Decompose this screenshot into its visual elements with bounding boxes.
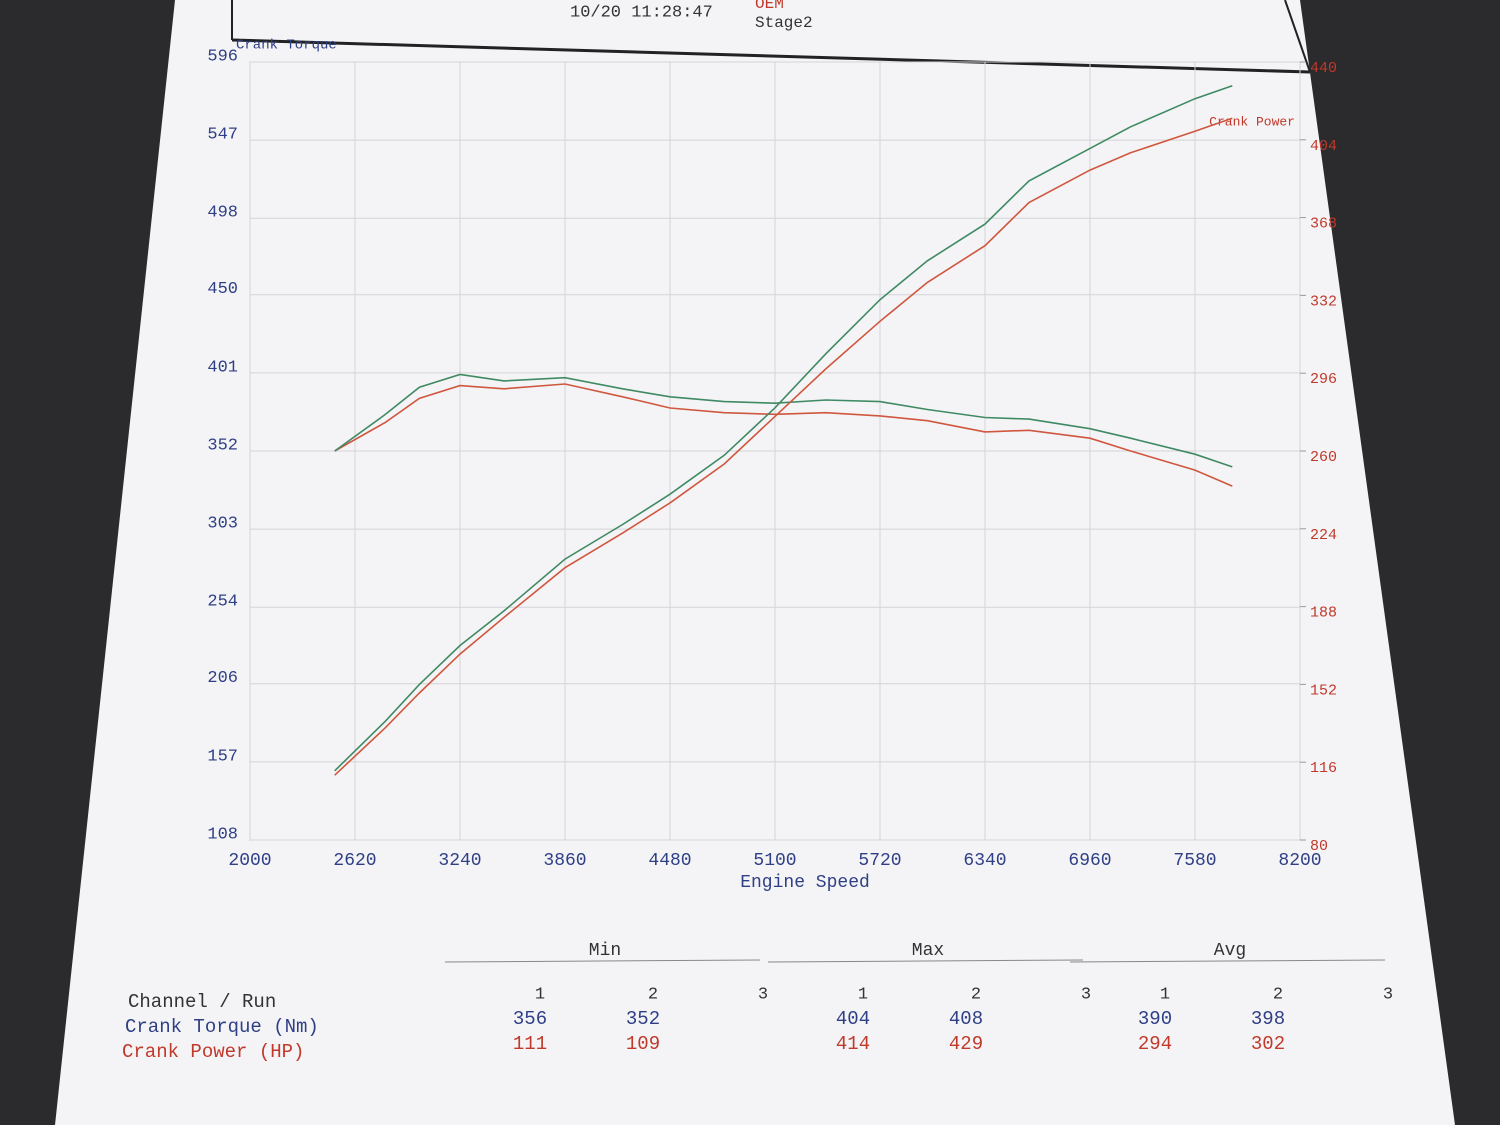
torque-value: 404 (836, 1008, 870, 1030)
group-rule (444, 959, 761, 963)
row-label: Crank Torque (Nm) (125, 1016, 319, 1038)
x-tick-label: 6960 (1068, 851, 1111, 871)
power-value: 429 (949, 1033, 983, 1055)
group-header: Min (589, 941, 621, 961)
x-tick-label: 3240 (438, 851, 481, 871)
power-value: 294 (1138, 1033, 1172, 1055)
y2-tick-label: 188 (1310, 605, 1337, 622)
row-label: Crank Power (HP) (122, 1041, 304, 1063)
y-tick-label: 303 (207, 515, 238, 534)
x-axis-title: Engine Speed (740, 873, 870, 893)
y2-tick-label: 80 (1310, 838, 1328, 855)
y-tick-label: 596 (207, 47, 238, 66)
run-number: 2 (971, 985, 981, 1004)
y-tick-label: 157 (207, 747, 238, 766)
power-value: 109 (626, 1033, 660, 1055)
run-number: 2 (648, 985, 658, 1004)
y2-tick-label: 296 (1310, 371, 1337, 388)
x-tick-label: 3860 (543, 851, 586, 871)
x-tick-label: 5100 (753, 851, 796, 871)
y2-tick-label: 332 (1310, 293, 1337, 310)
series-line (334, 85, 1233, 772)
x-tick-label: 2620 (333, 851, 376, 871)
series-line (334, 383, 1233, 487)
torque-value: 356 (513, 1008, 547, 1030)
x-tick-label: 7580 (1173, 851, 1216, 871)
power-value: 414 (836, 1033, 870, 1055)
y-tick-label: 108 (207, 825, 238, 844)
y2-tick-label: 116 (1310, 760, 1337, 777)
y-tick-label: 547 (207, 126, 238, 145)
y-tick-label: 352 (207, 436, 238, 455)
torque-value: 390 (1138, 1008, 1172, 1030)
y-axis-title: Crank Torque (236, 38, 337, 54)
group-header: Avg (1214, 941, 1246, 961)
x-tick-label: 8200 (1278, 851, 1321, 871)
frame (1284, 0, 1311, 73)
x-tick-label: 5720 (858, 851, 901, 871)
run-number: 3 (1383, 985, 1393, 1004)
y2-tick-label: 404 (1310, 138, 1337, 155)
x-tick-label: 6340 (963, 851, 1006, 871)
y2-tick-label: 260 (1310, 449, 1337, 466)
x-tick-label: 2000 (228, 851, 271, 871)
y2-tick-label: 224 (1310, 527, 1337, 544)
paper (55, 0, 1455, 1125)
y-tick-label: 254 (207, 593, 238, 612)
y-tick-label: 450 (207, 280, 238, 299)
y2-tick-label: 152 (1310, 682, 1337, 699)
run-number: 1 (858, 985, 868, 1004)
series-line (334, 373, 1233, 468)
run-number: 1 (1160, 985, 1170, 1004)
y-tick-label: 401 (207, 358, 238, 377)
torque-value: 352 (626, 1008, 660, 1030)
run-label: Stage2 (755, 14, 813, 32)
y-tick-label: 498 (207, 204, 238, 223)
power-value: 302 (1251, 1033, 1285, 1055)
y-tick-label: 206 (207, 669, 238, 688)
series-line (334, 117, 1233, 776)
power-value: 111 (513, 1033, 547, 1055)
run-number: 1 (535, 985, 545, 1004)
torque-value: 398 (1251, 1008, 1285, 1030)
group-rule (767, 959, 1084, 963)
group-rule (1069, 959, 1386, 963)
torque-value: 408 (949, 1008, 983, 1030)
row-label: Channel / Run (128, 991, 276, 1013)
y2-tick-label: 440 (1310, 60, 1337, 77)
y2-tick-label: 368 (1310, 216, 1337, 233)
x-tick-label: 4480 (648, 851, 691, 871)
run-number: 2 (1273, 985, 1283, 1004)
run-number: 3 (1081, 985, 1091, 1004)
frame (231, 38, 1311, 74)
group-header: Max (912, 941, 944, 961)
run-label: OEM (755, 0, 784, 13)
date: 10/20 11:28:47 (570, 3, 713, 22)
run-number: 3 (758, 985, 768, 1004)
